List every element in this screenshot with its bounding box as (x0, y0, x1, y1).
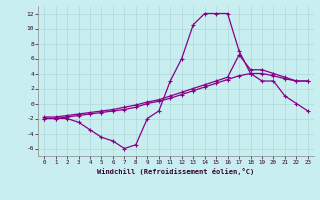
X-axis label: Windchill (Refroidissement éolien,°C): Windchill (Refroidissement éolien,°C) (97, 168, 255, 175)
